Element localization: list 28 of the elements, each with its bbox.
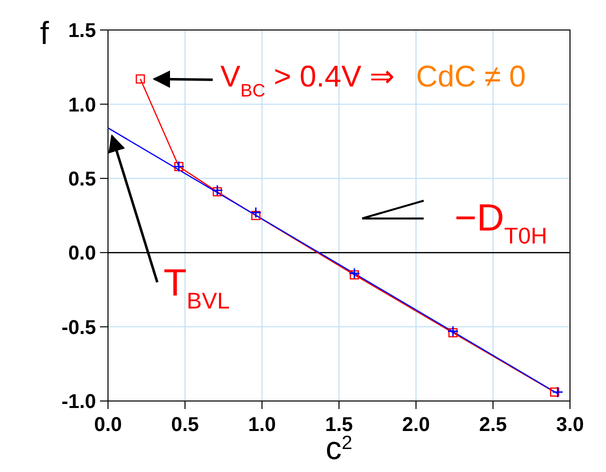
x-tick-label: 0.0	[94, 414, 122, 436]
point	[251, 210, 260, 220]
y-tick-label: 1.5	[68, 20, 96, 42]
annotation: V$_{BC}$ > 0.4V ⇒	[220, 60, 395, 100]
point	[448, 328, 458, 338]
annotation: −D$_{T0H}$	[454, 197, 548, 248]
x-tick-label: 0.5	[171, 414, 199, 436]
y-tick-label: 0.5	[68, 168, 96, 190]
point	[550, 387, 560, 397]
x-tick-label: 2.5	[479, 414, 507, 436]
y-tick-label: -0.5	[62, 316, 96, 339]
annotation: T$_{BVL}$	[163, 262, 230, 314]
annotation: CdC ≠ 0	[416, 60, 526, 94]
point	[348, 268, 360, 280]
point	[350, 270, 359, 280]
y-tick-label: -1.0	[62, 391, 96, 414]
point	[136, 74, 145, 84]
point	[552, 386, 564, 398]
y-tick-label: 0.0	[68, 242, 96, 265]
point	[212, 184, 224, 196]
y-tick-label: 1.0	[68, 94, 96, 116]
x-tick-label: 1.0	[248, 414, 276, 436]
point	[212, 187, 222, 196]
x-tick-label: 2.0	[402, 414, 430, 436]
x-tick-label: 3.0	[556, 414, 584, 436]
point	[447, 326, 459, 337]
y-axis-title: f	[40, 15, 49, 51]
point	[250, 206, 262, 218]
